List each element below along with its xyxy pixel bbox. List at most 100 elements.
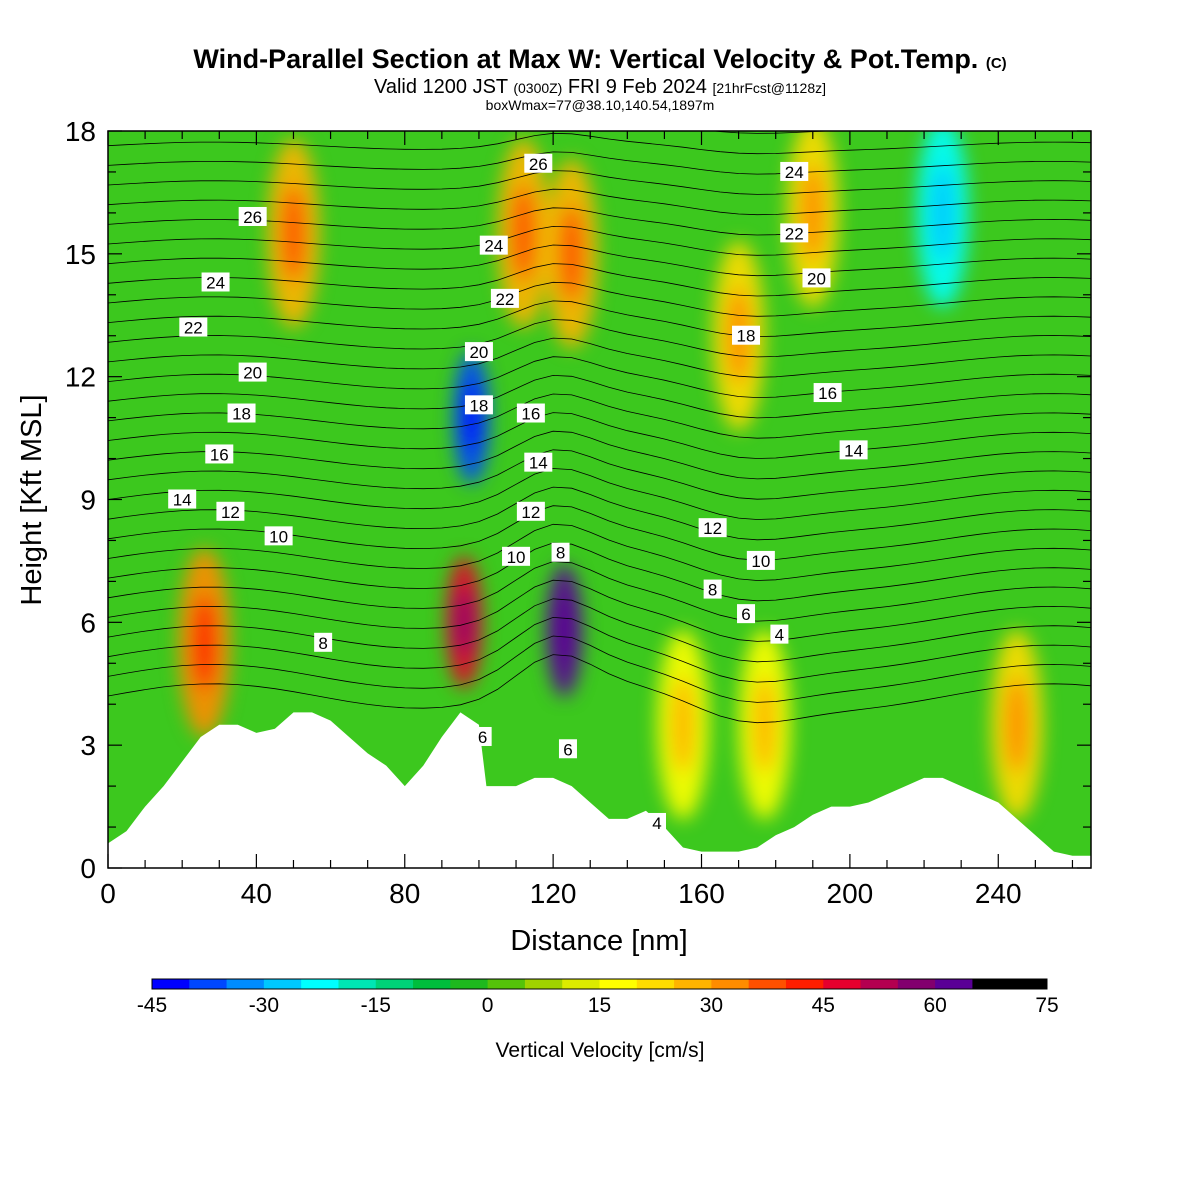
theta-label-text: 8 xyxy=(318,634,327,653)
x-tick-label: 0 xyxy=(100,878,116,909)
theta-contour-line xyxy=(108,170,1091,195)
colorbar-label: Vertical Velocity [cm/s] xyxy=(496,1039,705,1062)
colorbar-swatch xyxy=(189,979,228,989)
x-tick-label: 80 xyxy=(389,878,420,909)
colorbar-swatch xyxy=(450,979,489,989)
theta-contour-line xyxy=(108,263,1091,297)
theta-contour-line xyxy=(108,523,1091,581)
theta-label-text: 24 xyxy=(484,237,503,256)
colorbar-tick-label: -45 xyxy=(137,994,167,1017)
theta-label-text: 22 xyxy=(184,319,203,338)
colorbar-swatch xyxy=(375,979,414,989)
theta-contour-label: 18 xyxy=(732,325,761,346)
theta-contour-line xyxy=(108,616,1091,683)
theta-label-text: 12 xyxy=(221,503,240,522)
axes: 0 40 80 120 160 200 240 0 3 6 9 12 15 18 xyxy=(65,116,1091,909)
theta-label-text: 20 xyxy=(243,364,262,383)
theta-contour-label: 6 xyxy=(558,739,577,759)
colorbar-tick-label: 30 xyxy=(700,994,723,1017)
colorbar-swatch xyxy=(636,979,675,989)
theta-contour-line xyxy=(108,188,1091,216)
theta-contour-line xyxy=(108,598,1091,663)
theta-contour-line xyxy=(108,468,1091,520)
theta-contour-label: 14 xyxy=(839,440,868,460)
x-tick-label: 160 xyxy=(678,878,725,909)
theta-contour-label: 24 xyxy=(780,161,809,182)
theta-contour-label: 22 xyxy=(490,288,519,309)
theta-contour-label: 12 xyxy=(216,501,245,522)
theta-contour-label: 18 xyxy=(464,395,493,415)
colorbar-swatch xyxy=(152,979,190,989)
theta-contour-label: 16 xyxy=(813,383,842,403)
theta-label-text: 4 xyxy=(652,814,661,833)
colorbar-swatch xyxy=(599,979,638,989)
theta-contour-label: 12 xyxy=(516,501,545,522)
theta-contour-label: 8 xyxy=(703,579,722,600)
theta-label-text: 12 xyxy=(703,519,722,538)
theta-contour-line xyxy=(108,561,1091,622)
theta-contour-label: 18 xyxy=(227,403,256,424)
colorbar-swatch xyxy=(711,979,750,989)
theta-label-text: 20 xyxy=(469,343,488,362)
theta-contour-label: 24 xyxy=(479,235,508,256)
colorbar-frame xyxy=(151,978,1048,990)
y-tick-label: 6 xyxy=(80,607,96,638)
theta-contour-line xyxy=(108,151,1091,175)
colorbar-tick-label: 15 xyxy=(588,994,611,1017)
theta-label-text: 8 xyxy=(556,544,565,563)
velocity-core-0 xyxy=(192,594,217,691)
velocity-core-9 xyxy=(752,676,777,773)
theta-label-text: 24 xyxy=(785,163,804,182)
copyright-mark: (C) xyxy=(985,55,1007,72)
y-tick-label: 15 xyxy=(65,239,96,270)
velocity-core-5 xyxy=(555,596,573,665)
theta-contour-label: 26 xyxy=(524,153,553,174)
theta-label-text: 4 xyxy=(775,626,784,645)
theta-label-text: 10 xyxy=(507,548,526,567)
theta-label-text: 18 xyxy=(737,327,756,346)
theta-label-text: 26 xyxy=(243,208,262,227)
velocity-core-12 xyxy=(1004,676,1029,773)
theta-contour-line xyxy=(108,337,1091,378)
theta-contour-labels: 26 24 22 20 18 16 14 12 10 8 26 24 22 20 18 16 14 12 10 8 6 6… xyxy=(168,153,868,833)
chart-title-block: Wind-Parallel Section at Max W: Vertical… xyxy=(0,44,1200,112)
x-tick-label: 40 xyxy=(241,878,272,909)
colorbar-tick-label: 60 xyxy=(923,994,946,1017)
theta-contour-label: 10 xyxy=(264,526,293,546)
colorbar-swatch xyxy=(860,979,899,989)
theta-label-text: 16 xyxy=(210,445,229,464)
theta-contour-label: 6 xyxy=(737,604,756,624)
theta-contour-line xyxy=(108,356,1091,399)
colorbar-swatch xyxy=(935,979,973,989)
theta-label-text: 26 xyxy=(529,155,548,174)
theta-contour-label: 22 xyxy=(780,223,809,243)
theta-label-text: 14 xyxy=(173,491,192,510)
theta-contour-line xyxy=(108,244,1091,277)
theta-contour-label: 8 xyxy=(314,632,333,653)
theta-contour-line xyxy=(108,207,1091,236)
theta-label-text: 6 xyxy=(741,605,750,624)
colorbar-swatch xyxy=(301,979,339,989)
theta-contour-label: 4 xyxy=(647,812,666,833)
theta-contour-label: 24 xyxy=(201,272,230,292)
velocity-field xyxy=(178,131,1043,820)
x-tick-label: 200 xyxy=(827,878,874,909)
theta-contour-label: 20 xyxy=(802,268,831,288)
theta-label-text: 18 xyxy=(232,405,251,424)
colorbar-tick-label: -30 xyxy=(249,994,279,1017)
colorbar-swatch xyxy=(785,979,824,989)
theta-contour-line xyxy=(108,281,1091,317)
theta-label-text: 6 xyxy=(478,728,487,747)
theta-contour-label: 16 xyxy=(205,444,234,464)
velocity-core-7 xyxy=(670,676,695,773)
theta-contour-line xyxy=(108,374,1091,419)
colorbar-swatch xyxy=(524,979,563,989)
y-tick-label: 18 xyxy=(65,116,96,147)
theta-label-text: 8 xyxy=(708,581,717,600)
theta-contour-line xyxy=(108,430,1091,480)
colorbar-tick-label: 75 xyxy=(1035,994,1058,1017)
theta-contour-line xyxy=(108,132,1091,155)
colorbar-swatch xyxy=(972,979,1011,989)
theta-label-text: 22 xyxy=(495,290,514,309)
